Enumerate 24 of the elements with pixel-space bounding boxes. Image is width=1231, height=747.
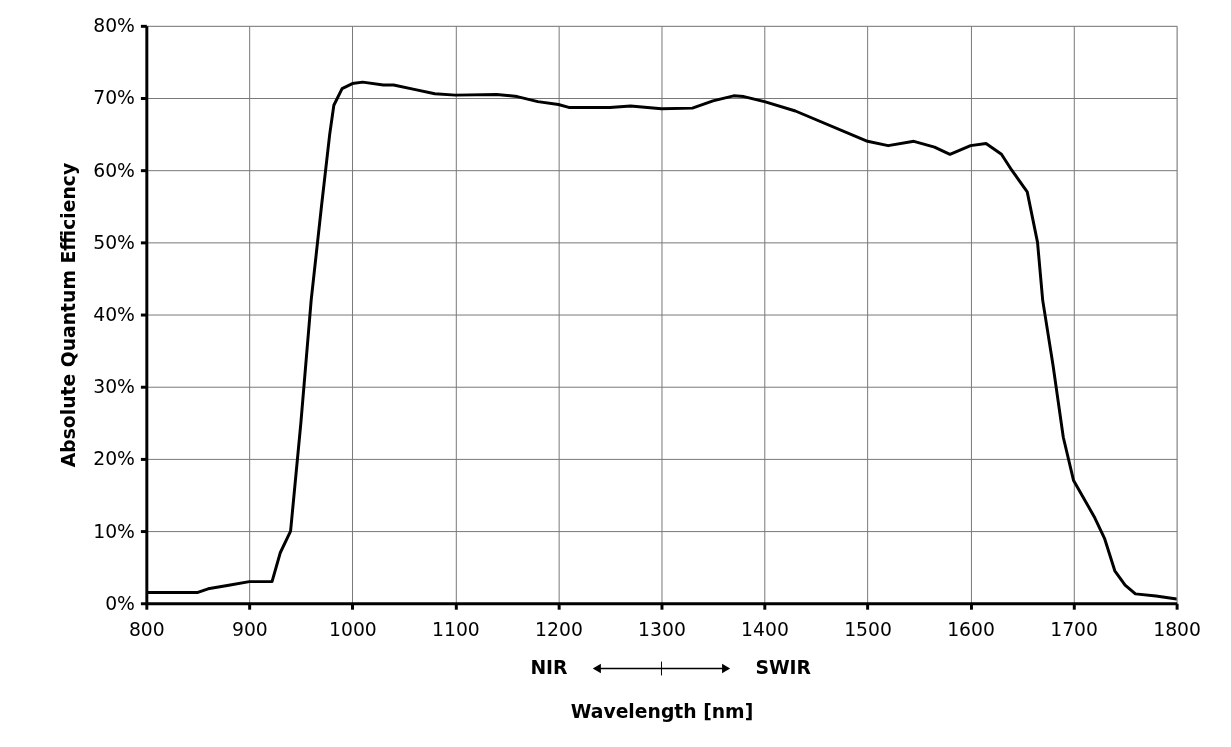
x-tick-label: 1800 [1153,619,1201,641]
y-tick-label: 50% [93,231,135,253]
y-tick-label: 60% [93,159,135,181]
x-tick-label: 1700 [1050,619,1098,641]
x-tick-label: 1000 [329,619,377,641]
y-tick-label: 0% [105,592,135,614]
text: SWIR [755,657,812,679]
y-tick-label: 40% [93,303,135,325]
x-tick-label: 1400 [741,619,789,641]
text: NIR [530,657,569,679]
y-tick-label: 20% [93,448,135,470]
x-tick-label: 1500 [844,619,892,641]
y-axis-title: Absolute Quantum Efficiency [58,162,80,468]
x-axis-title: Wavelength [nm] [570,701,754,723]
x-tick-label: 1100 [432,619,480,641]
y-tick-label: 10% [93,520,135,542]
y-tick-label: 30% [93,376,135,398]
x-tick-label: 800 [128,619,165,641]
y-tick-label: 70% [93,87,135,109]
y-tick-label: 80% [93,15,135,37]
x-tick-label: 1600 [947,619,995,641]
x-tick-label: 1200 [535,619,583,641]
x-tick-label: 900 [231,619,268,641]
x-tick-label: 1300 [638,619,686,641]
